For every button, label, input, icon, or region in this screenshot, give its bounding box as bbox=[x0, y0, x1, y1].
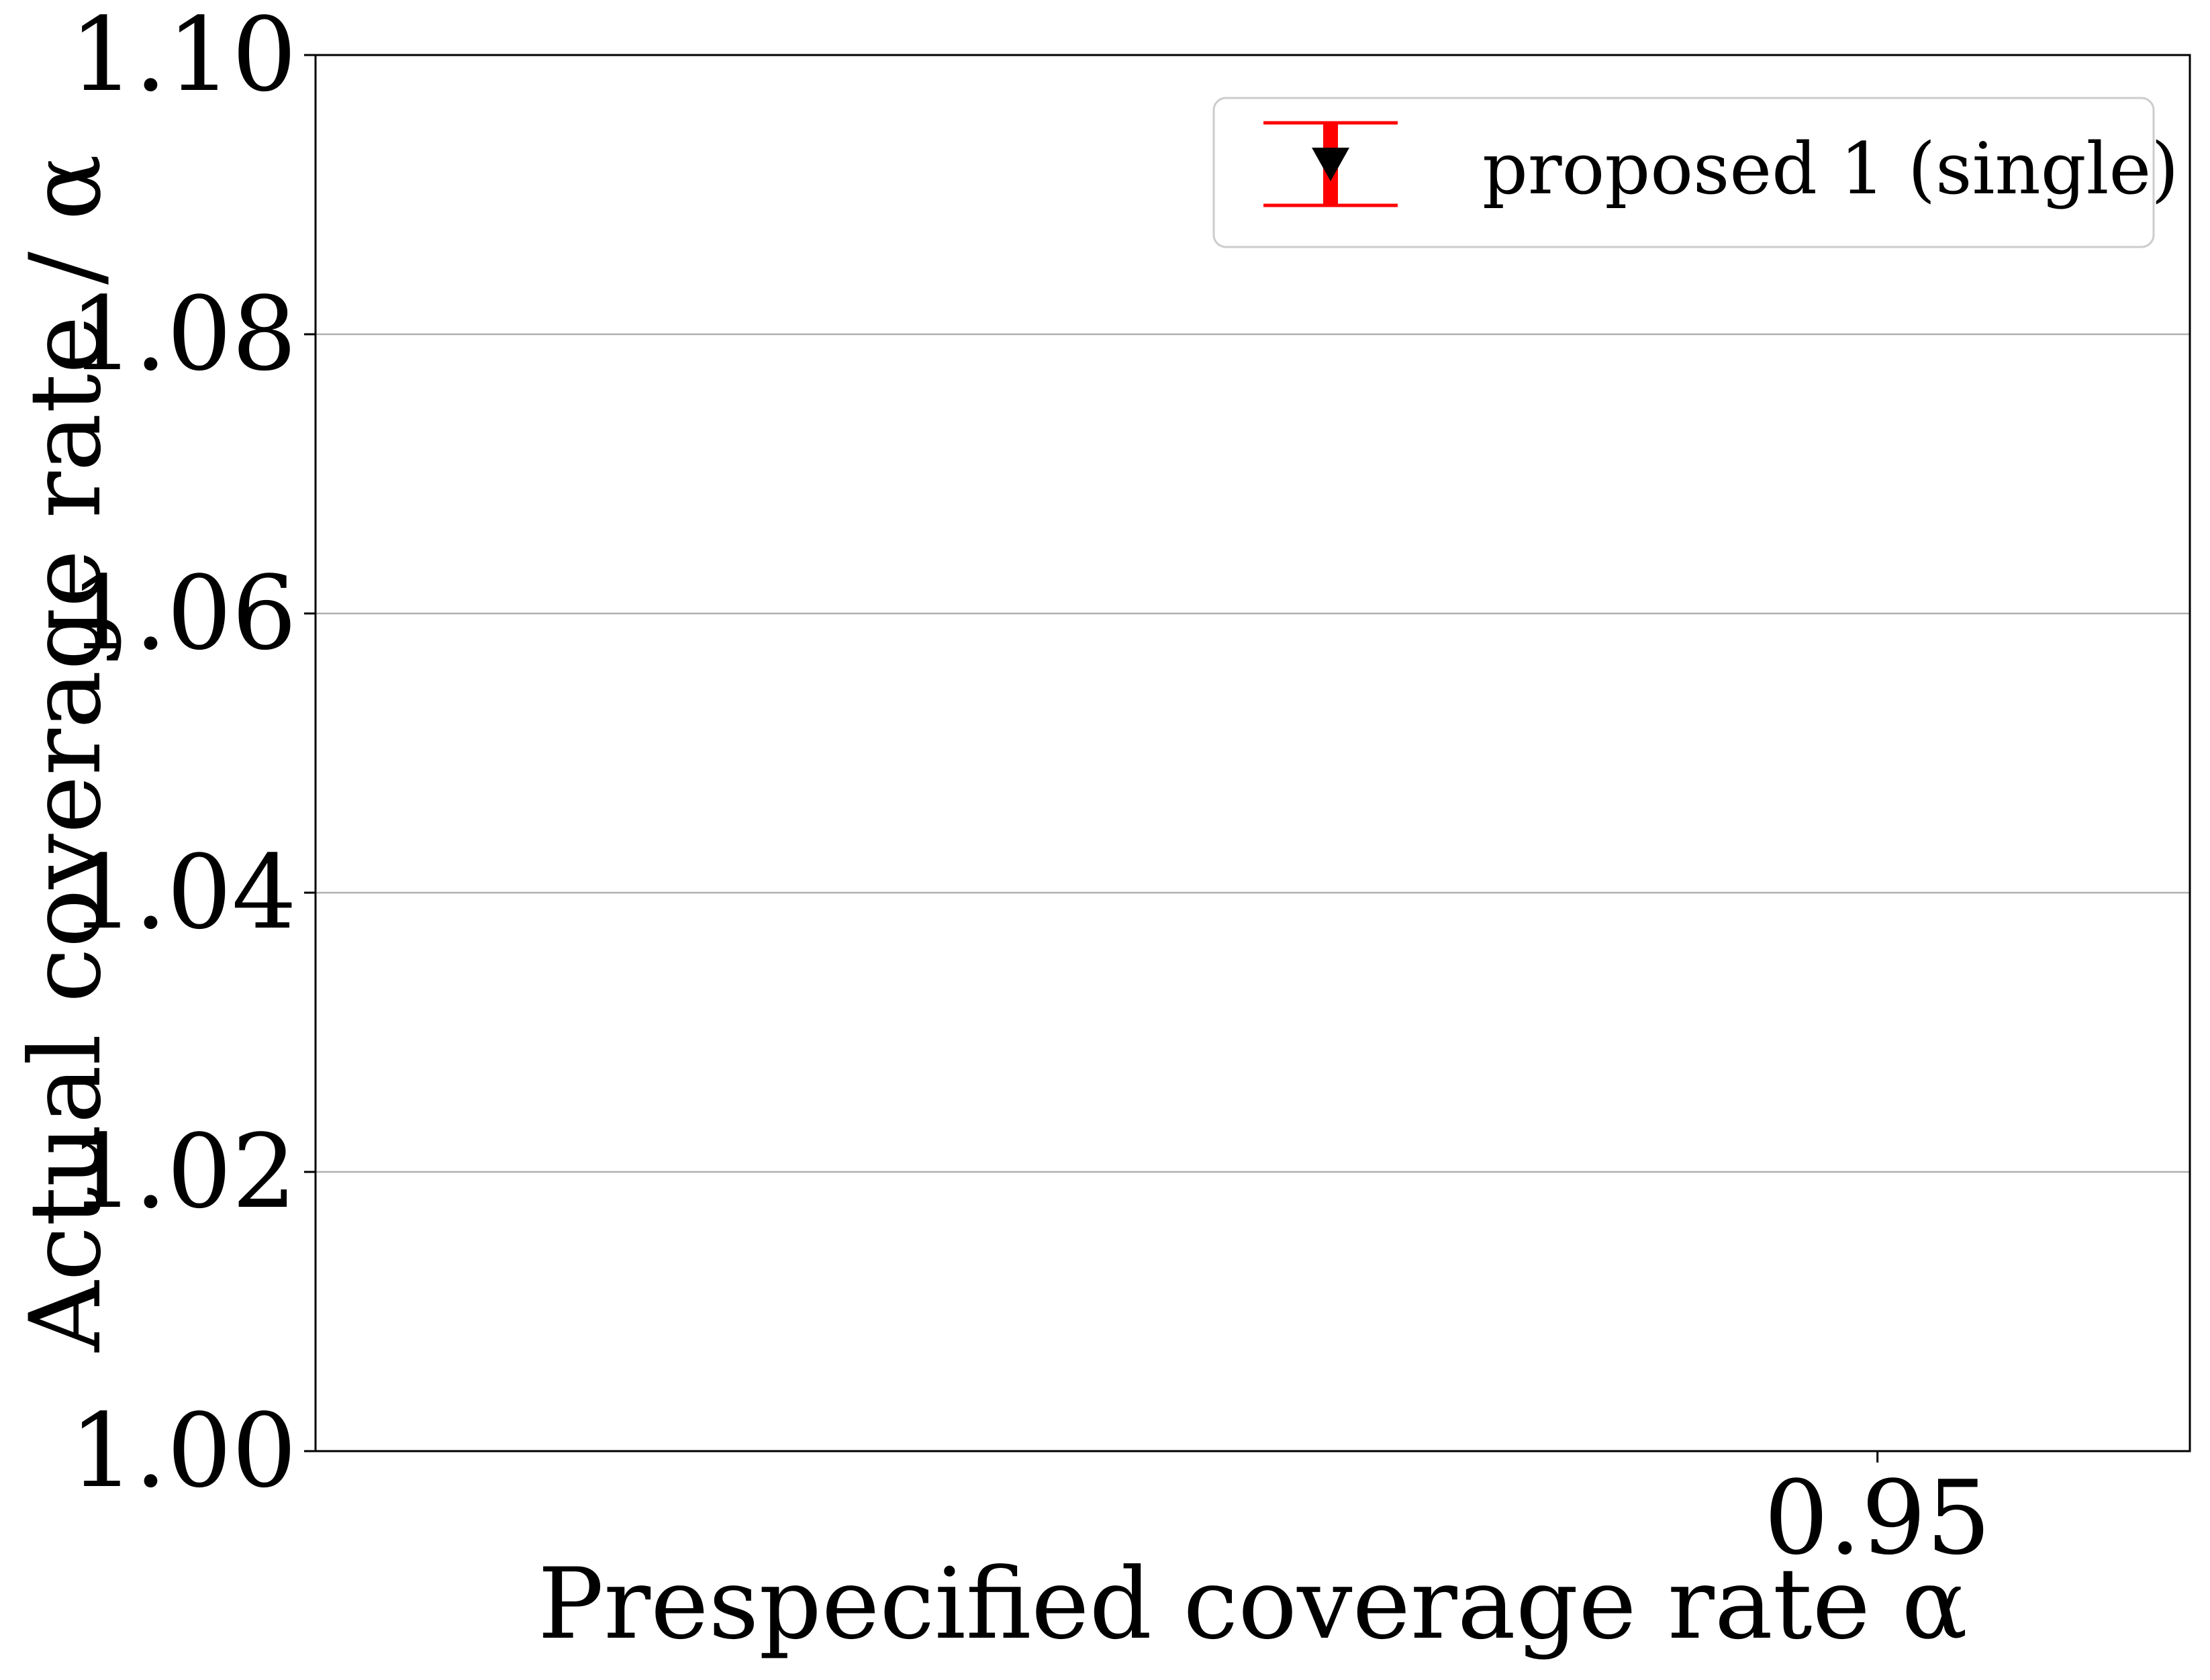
y-axis-ticks: 1.00 1.02 1.04 1.06 1.08 1.10 bbox=[70, 0, 316, 1510]
x-tick-label: 0.95 bbox=[1764, 1459, 1990, 1577]
legend-triangle-down-marker bbox=[1312, 148, 1349, 181]
y-tick-label: 1.06 bbox=[70, 554, 297, 673]
y-tick-label: 1.00 bbox=[70, 1391, 297, 1510]
y-tick-label: 1.10 bbox=[70, 0, 297, 114]
x-axis-title: Prespecified coverage rate α bbox=[538, 1547, 1968, 1661]
legend-box bbox=[1212, 97, 2155, 248]
legend-errorbar-marker bbox=[1263, 121, 1398, 207]
y-tick-label: 1.02 bbox=[70, 1112, 297, 1231]
x-axis-ticks: 0.95 bbox=[1764, 1451, 1991, 1577]
grid bbox=[316, 333, 2190, 1173]
y-tick-label: 1.08 bbox=[70, 275, 297, 393]
legend-label-proposed-1: proposed 1 (single) bbox=[1482, 128, 2179, 210]
y-axis-title: Actual coverage rate / α bbox=[9, 154, 123, 1352]
y-tick-label: 1.04 bbox=[70, 833, 297, 952]
plot-frame bbox=[314, 54, 2191, 1452]
legend: proposed 1 (single) bbox=[1212, 97, 2179, 248]
